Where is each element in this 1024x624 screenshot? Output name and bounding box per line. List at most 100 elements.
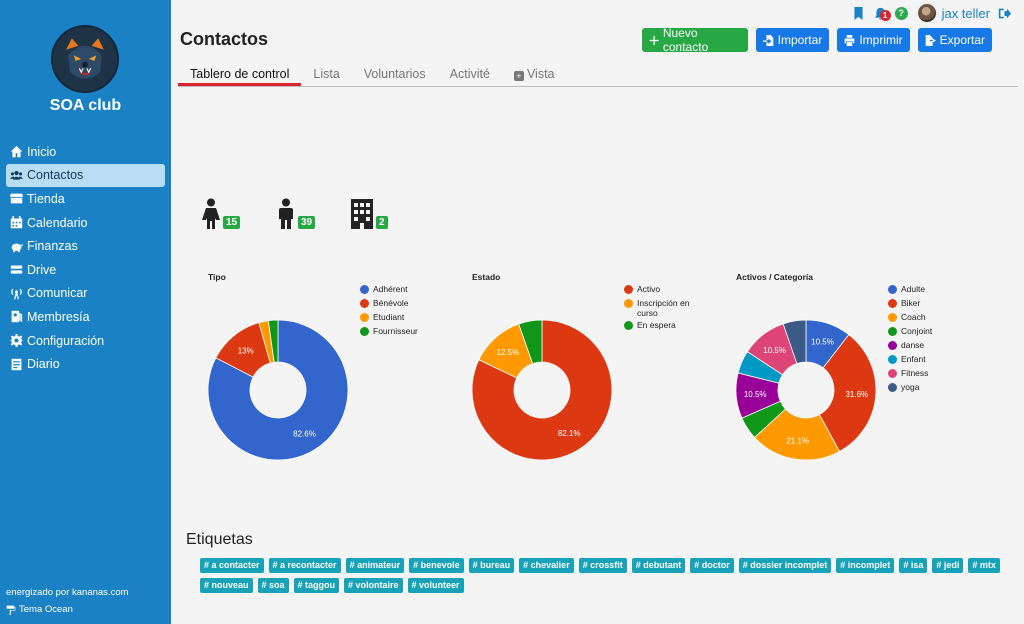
tag-chip[interactable]: # incomplet bbox=[836, 558, 895, 573]
export-button[interactable]: Exportar bbox=[917, 28, 992, 52]
id-card-icon bbox=[9, 310, 23, 324]
legend-item[interactable]: Fournisseur bbox=[360, 326, 418, 340]
import-button[interactable]: Importar bbox=[755, 28, 830, 52]
tag-chip[interactable]: # benevole bbox=[409, 558, 464, 573]
sidebar-item-diario[interactable]: Diario bbox=[6, 352, 165, 376]
tag-chip[interactable]: # taggou bbox=[293, 578, 340, 593]
slice-label: 10.5% bbox=[811, 338, 834, 347]
legend-swatch bbox=[624, 299, 633, 308]
logout-icon[interactable] bbox=[996, 5, 1012, 21]
tag-chip[interactable]: # chevalier bbox=[519, 558, 574, 573]
tag-chip[interactable]: # soa bbox=[257, 578, 289, 593]
tab-dashboard[interactable]: Tablero de control bbox=[178, 66, 302, 86]
chart-title: Tipo bbox=[208, 272, 226, 282]
tag-chip[interactable]: # a contacter bbox=[200, 558, 264, 573]
donut-slice[interactable] bbox=[267, 319, 279, 363]
legend-label: Enfant bbox=[901, 354, 926, 364]
legend-item[interactable]: Conjoint bbox=[888, 326, 932, 340]
tag-chip[interactable]: # jedi bbox=[932, 558, 964, 573]
tag-chip[interactable]: # bureau bbox=[468, 558, 515, 573]
sidebar-item-inicio[interactable]: Inicio bbox=[6, 140, 165, 164]
tag-chip[interactable]: # a recontacter bbox=[268, 558, 341, 573]
tab-volunteers[interactable]: Voluntarios bbox=[363, 67, 426, 81]
donut-slice[interactable] bbox=[471, 319, 613, 461]
tag-chip[interactable]: # dossier incomplet bbox=[738, 558, 832, 573]
sidebar-item-label: Comunicar bbox=[27, 286, 88, 301]
legend-swatch bbox=[888, 299, 897, 308]
chart-estado: Estado 82.1% 12.5% Activo Inscripción en c… bbox=[471, 266, 732, 466]
powered-by-link[interactable]: energizado por kananas.com bbox=[6, 587, 129, 598]
building-icon bbox=[351, 199, 373, 229]
slice-label: 10.5% bbox=[744, 390, 767, 399]
chart-title: Estado bbox=[472, 272, 501, 282]
legend-item[interactable]: En espera bbox=[624, 320, 705, 334]
new-contact-button[interactable]: Nuevo contacto bbox=[641, 26, 748, 54]
donut-slice[interactable] bbox=[207, 319, 349, 461]
sidebar-item-drive[interactable]: Drive bbox=[6, 258, 165, 282]
legend-item[interactable]: Etudiant bbox=[360, 312, 418, 326]
avatar[interactable] bbox=[917, 4, 936, 22]
sidebar-item-configuracion[interactable]: Configuración bbox=[6, 329, 165, 353]
tab-view-label: Vista bbox=[526, 67, 555, 81]
sidebar: SOA club Inicio Contactos Tienda Calenda… bbox=[0, 0, 171, 624]
legend-item[interactable]: Biker bbox=[888, 298, 932, 312]
tag-chip[interactable]: # mtx bbox=[968, 558, 1000, 573]
slice-label: 13% bbox=[238, 347, 254, 356]
legend-item[interactable]: Bénévole bbox=[360, 298, 418, 312]
sidebar-nav: Inicio Contactos Tienda Calendario Finan… bbox=[6, 140, 165, 376]
male-count-badge: 39 bbox=[298, 216, 316, 229]
legend-item[interactable]: Coach bbox=[888, 312, 932, 326]
donut-slice[interactable] bbox=[818, 334, 877, 453]
drive-icon bbox=[9, 263, 23, 277]
sidebar-item-label: Drive bbox=[27, 262, 57, 277]
sidebar-item-comunicar[interactable]: Comunicar bbox=[6, 282, 165, 306]
sidebar-item-membresia[interactable]: Membresía bbox=[6, 305, 165, 329]
legend-label: Etudiant bbox=[373, 312, 405, 322]
plus-icon bbox=[649, 35, 659, 45]
sidebar-item-tienda[interactable]: Tienda bbox=[6, 187, 165, 211]
user-bar: 1 ? jax teller bbox=[851, 4, 1012, 22]
bookmark-icon[interactable] bbox=[851, 5, 867, 21]
legend-item[interactable]: Adulte bbox=[888, 284, 932, 298]
tab-activity[interactable]: Activité bbox=[449, 67, 490, 81]
theme-selector[interactable]: Tema Ocean bbox=[6, 604, 73, 615]
legend-item[interactable]: Enfant bbox=[888, 354, 932, 368]
tag-chip[interactable]: # crossfit bbox=[578, 558, 627, 573]
donut-slice[interactable] bbox=[518, 319, 543, 365]
tag-chip[interactable]: # debutant bbox=[631, 558, 686, 573]
tag-chip[interactable]: # nouveau bbox=[200, 578, 253, 593]
help-icon[interactable]: ? bbox=[894, 6, 908, 20]
legend-item[interactable]: Inscripción en curso bbox=[624, 298, 705, 318]
legend-item[interactable]: danse bbox=[888, 340, 932, 354]
legend-item[interactable]: Activo bbox=[624, 284, 705, 298]
legend-item[interactable]: Adhérent bbox=[360, 284, 418, 298]
notifications-bell-icon[interactable]: 1 bbox=[873, 5, 891, 21]
legend-item[interactable]: Fitness bbox=[888, 368, 932, 382]
tag-chip[interactable]: # volontaire bbox=[344, 578, 403, 593]
gear-icon bbox=[9, 334, 23, 348]
legend-item[interactable]: yoga bbox=[888, 382, 932, 396]
theme-label: Tema Ocean bbox=[19, 604, 73, 615]
sidebar-item-label: Tienda bbox=[27, 191, 65, 206]
print-button[interactable]: Imprimir bbox=[837, 28, 910, 52]
tag-chip[interactable]: # isa bbox=[899, 558, 928, 573]
legend-label: yoga bbox=[901, 382, 920, 392]
legend-swatch bbox=[888, 285, 897, 294]
calendar-icon bbox=[9, 216, 23, 230]
tag-chip[interactable]: # animateur bbox=[345, 558, 405, 573]
tag-chip[interactable]: # volunteer bbox=[407, 578, 464, 593]
users-icon bbox=[9, 168, 23, 182]
sidebar-item-finanzas[interactable]: Finanzas bbox=[6, 234, 165, 258]
tag-chip[interactable]: # doctor bbox=[690, 558, 734, 573]
tab-list[interactable]: Lista bbox=[313, 67, 340, 81]
sidebar-item-contactos[interactable]: Contactos bbox=[6, 163, 165, 188]
donut-slice[interactable] bbox=[753, 408, 841, 461]
donut-chart: 82.1% 12.5% bbox=[471, 319, 613, 461]
donut-slice[interactable] bbox=[782, 319, 807, 365]
tab-view[interactable]: + Vista bbox=[502, 66, 567, 86]
club-logo[interactable] bbox=[51, 25, 119, 93]
legend-label: Coach bbox=[901, 312, 926, 322]
sidebar-item-calendario[interactable]: Calendario bbox=[6, 211, 165, 235]
chart-legend: Activo Inscripción en curso En espera bbox=[624, 284, 705, 334]
username-link[interactable]: jax teller bbox=[941, 5, 990, 21]
